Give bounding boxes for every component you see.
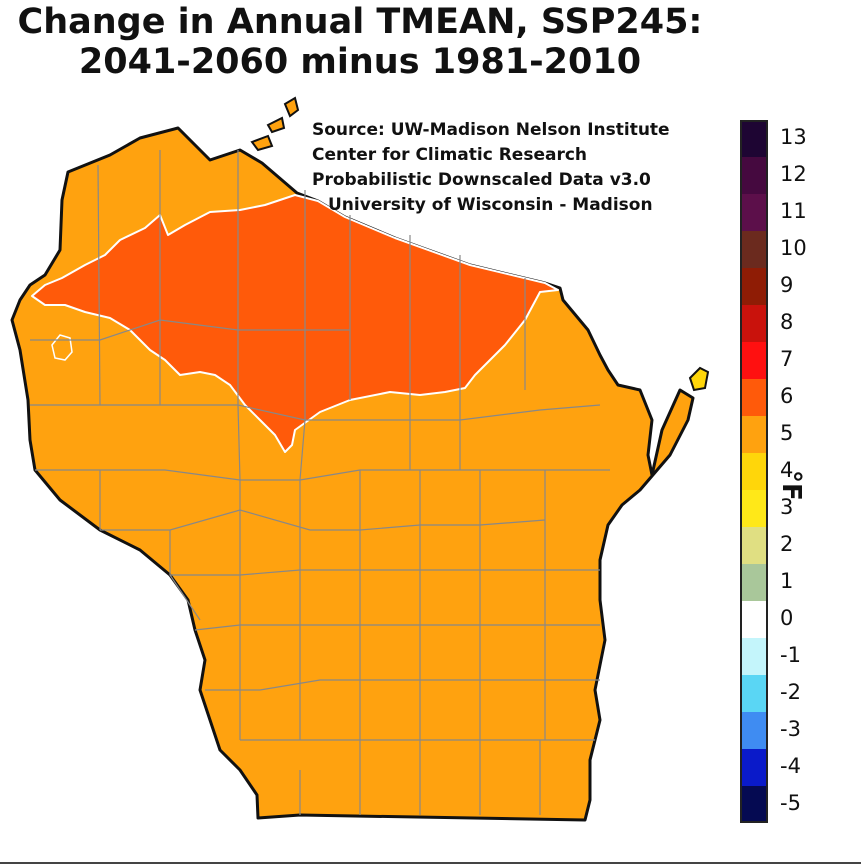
source-line-2: Center for Climatic Research [312, 145, 588, 165]
legend-tick-label: 8 [780, 310, 794, 334]
legend-tick-label: -3 [780, 717, 801, 741]
source-note: Source: UW-Madison Nelson Institute Cent… [312, 118, 727, 218]
legend-tick-label: -5 [780, 791, 801, 815]
legend-tick-label: 10 [780, 236, 807, 260]
legend-swatch [740, 305, 768, 342]
legend-tick-label: 3 [780, 495, 794, 519]
wisconsin-map [10, 96, 710, 822]
legend-tick-label: 12 [780, 162, 807, 186]
legend-tick-label: 2 [780, 532, 794, 556]
legend-swatch [740, 601, 768, 638]
northern-band-region [31, 194, 559, 453]
legend-tick-label: 5 [780, 421, 794, 445]
county-lines [30, 150, 610, 815]
door-island-region [688, 366, 710, 392]
legend-tick-label: 1 [780, 569, 794, 593]
legend-tick-label: -2 [780, 680, 801, 704]
legend-tick-label: 0 [780, 606, 794, 630]
legend-swatch [740, 712, 768, 749]
title-line-2: 2041-2060 minus 1981-2010 [78, 42, 642, 82]
title-line-1: Change in Annual TMEAN, SSP245: [17, 2, 703, 42]
legend-swatch [740, 638, 768, 675]
legend-unit-label: °F [776, 470, 806, 501]
island-2 [266, 116, 286, 134]
map-title: Change in Annual TMEAN, SSP245: 2041-206… [0, 2, 720, 82]
legend-tick-label: 7 [780, 347, 794, 371]
legend-swatch [740, 749, 768, 786]
legend-swatch [740, 416, 768, 453]
legend-swatch [740, 379, 768, 416]
bottom-divider [0, 862, 861, 864]
legend-swatch [740, 453, 768, 490]
legend-swatch [740, 157, 768, 194]
legend-swatch [740, 194, 768, 231]
legend-tick-label: 6 [780, 384, 794, 408]
legend-tick-label: -1 [780, 643, 801, 667]
source-line-3: Probabilistic Downscaled Data v3.0 [312, 170, 651, 190]
source-line-1: Source: UW-Madison Nelson Institute [312, 120, 670, 140]
legend-swatch [740, 268, 768, 305]
legend-swatch [740, 786, 768, 823]
legend-swatch [740, 120, 768, 157]
lake-feature [51, 334, 73, 361]
legend-swatch [740, 342, 768, 379]
legend-tick-label: 4 [780, 458, 794, 482]
legend-swatch [740, 675, 768, 712]
legend-swatch [740, 527, 768, 564]
legend-tick-label: 13 [780, 125, 807, 149]
legend-tick-label: -4 [780, 754, 801, 778]
legend-swatch [740, 564, 768, 601]
island-1 [283, 96, 300, 118]
legend-tick-label: 9 [780, 273, 794, 297]
legend-tick-label: 11 [780, 199, 807, 223]
legend-swatch [740, 490, 768, 527]
island-3 [250, 134, 274, 152]
source-line-4: University of Wisconsin - Madison [328, 195, 653, 215]
legend-swatch [740, 231, 768, 268]
